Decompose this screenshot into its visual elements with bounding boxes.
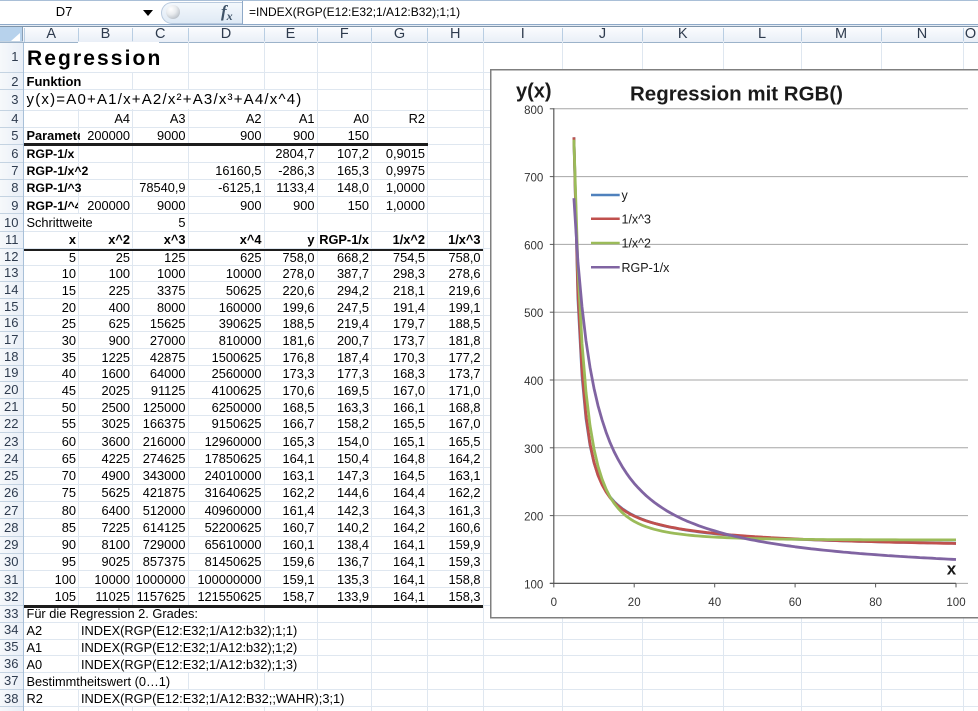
svg-text:0: 0 xyxy=(551,597,557,609)
svg-text:y: y xyxy=(622,189,629,203)
svg-text:40: 40 xyxy=(708,597,721,609)
svg-text:x: x xyxy=(947,560,957,579)
svg-text:400: 400 xyxy=(524,376,543,388)
svg-text:1/x^2: 1/x^2 xyxy=(622,237,652,251)
svg-text:600: 600 xyxy=(524,240,543,252)
svg-text:100: 100 xyxy=(946,597,965,609)
svg-text:60: 60 xyxy=(789,597,802,609)
svg-text:y(x): y(x) xyxy=(516,81,552,103)
svg-text:Regression mit RGB(): Regression mit RGB() xyxy=(630,83,843,106)
svg-text:200: 200 xyxy=(524,512,543,524)
svg-text:300: 300 xyxy=(524,444,543,456)
svg-text:20: 20 xyxy=(628,597,641,609)
svg-text:800: 800 xyxy=(524,105,543,117)
svg-text:500: 500 xyxy=(524,308,543,320)
svg-text:80: 80 xyxy=(869,597,882,609)
svg-text:700: 700 xyxy=(524,173,543,185)
svg-text:RGP-1/x: RGP-1/x xyxy=(622,261,671,275)
svg-text:100: 100 xyxy=(524,579,543,591)
svg-text:1/x^3: 1/x^3 xyxy=(622,212,652,226)
